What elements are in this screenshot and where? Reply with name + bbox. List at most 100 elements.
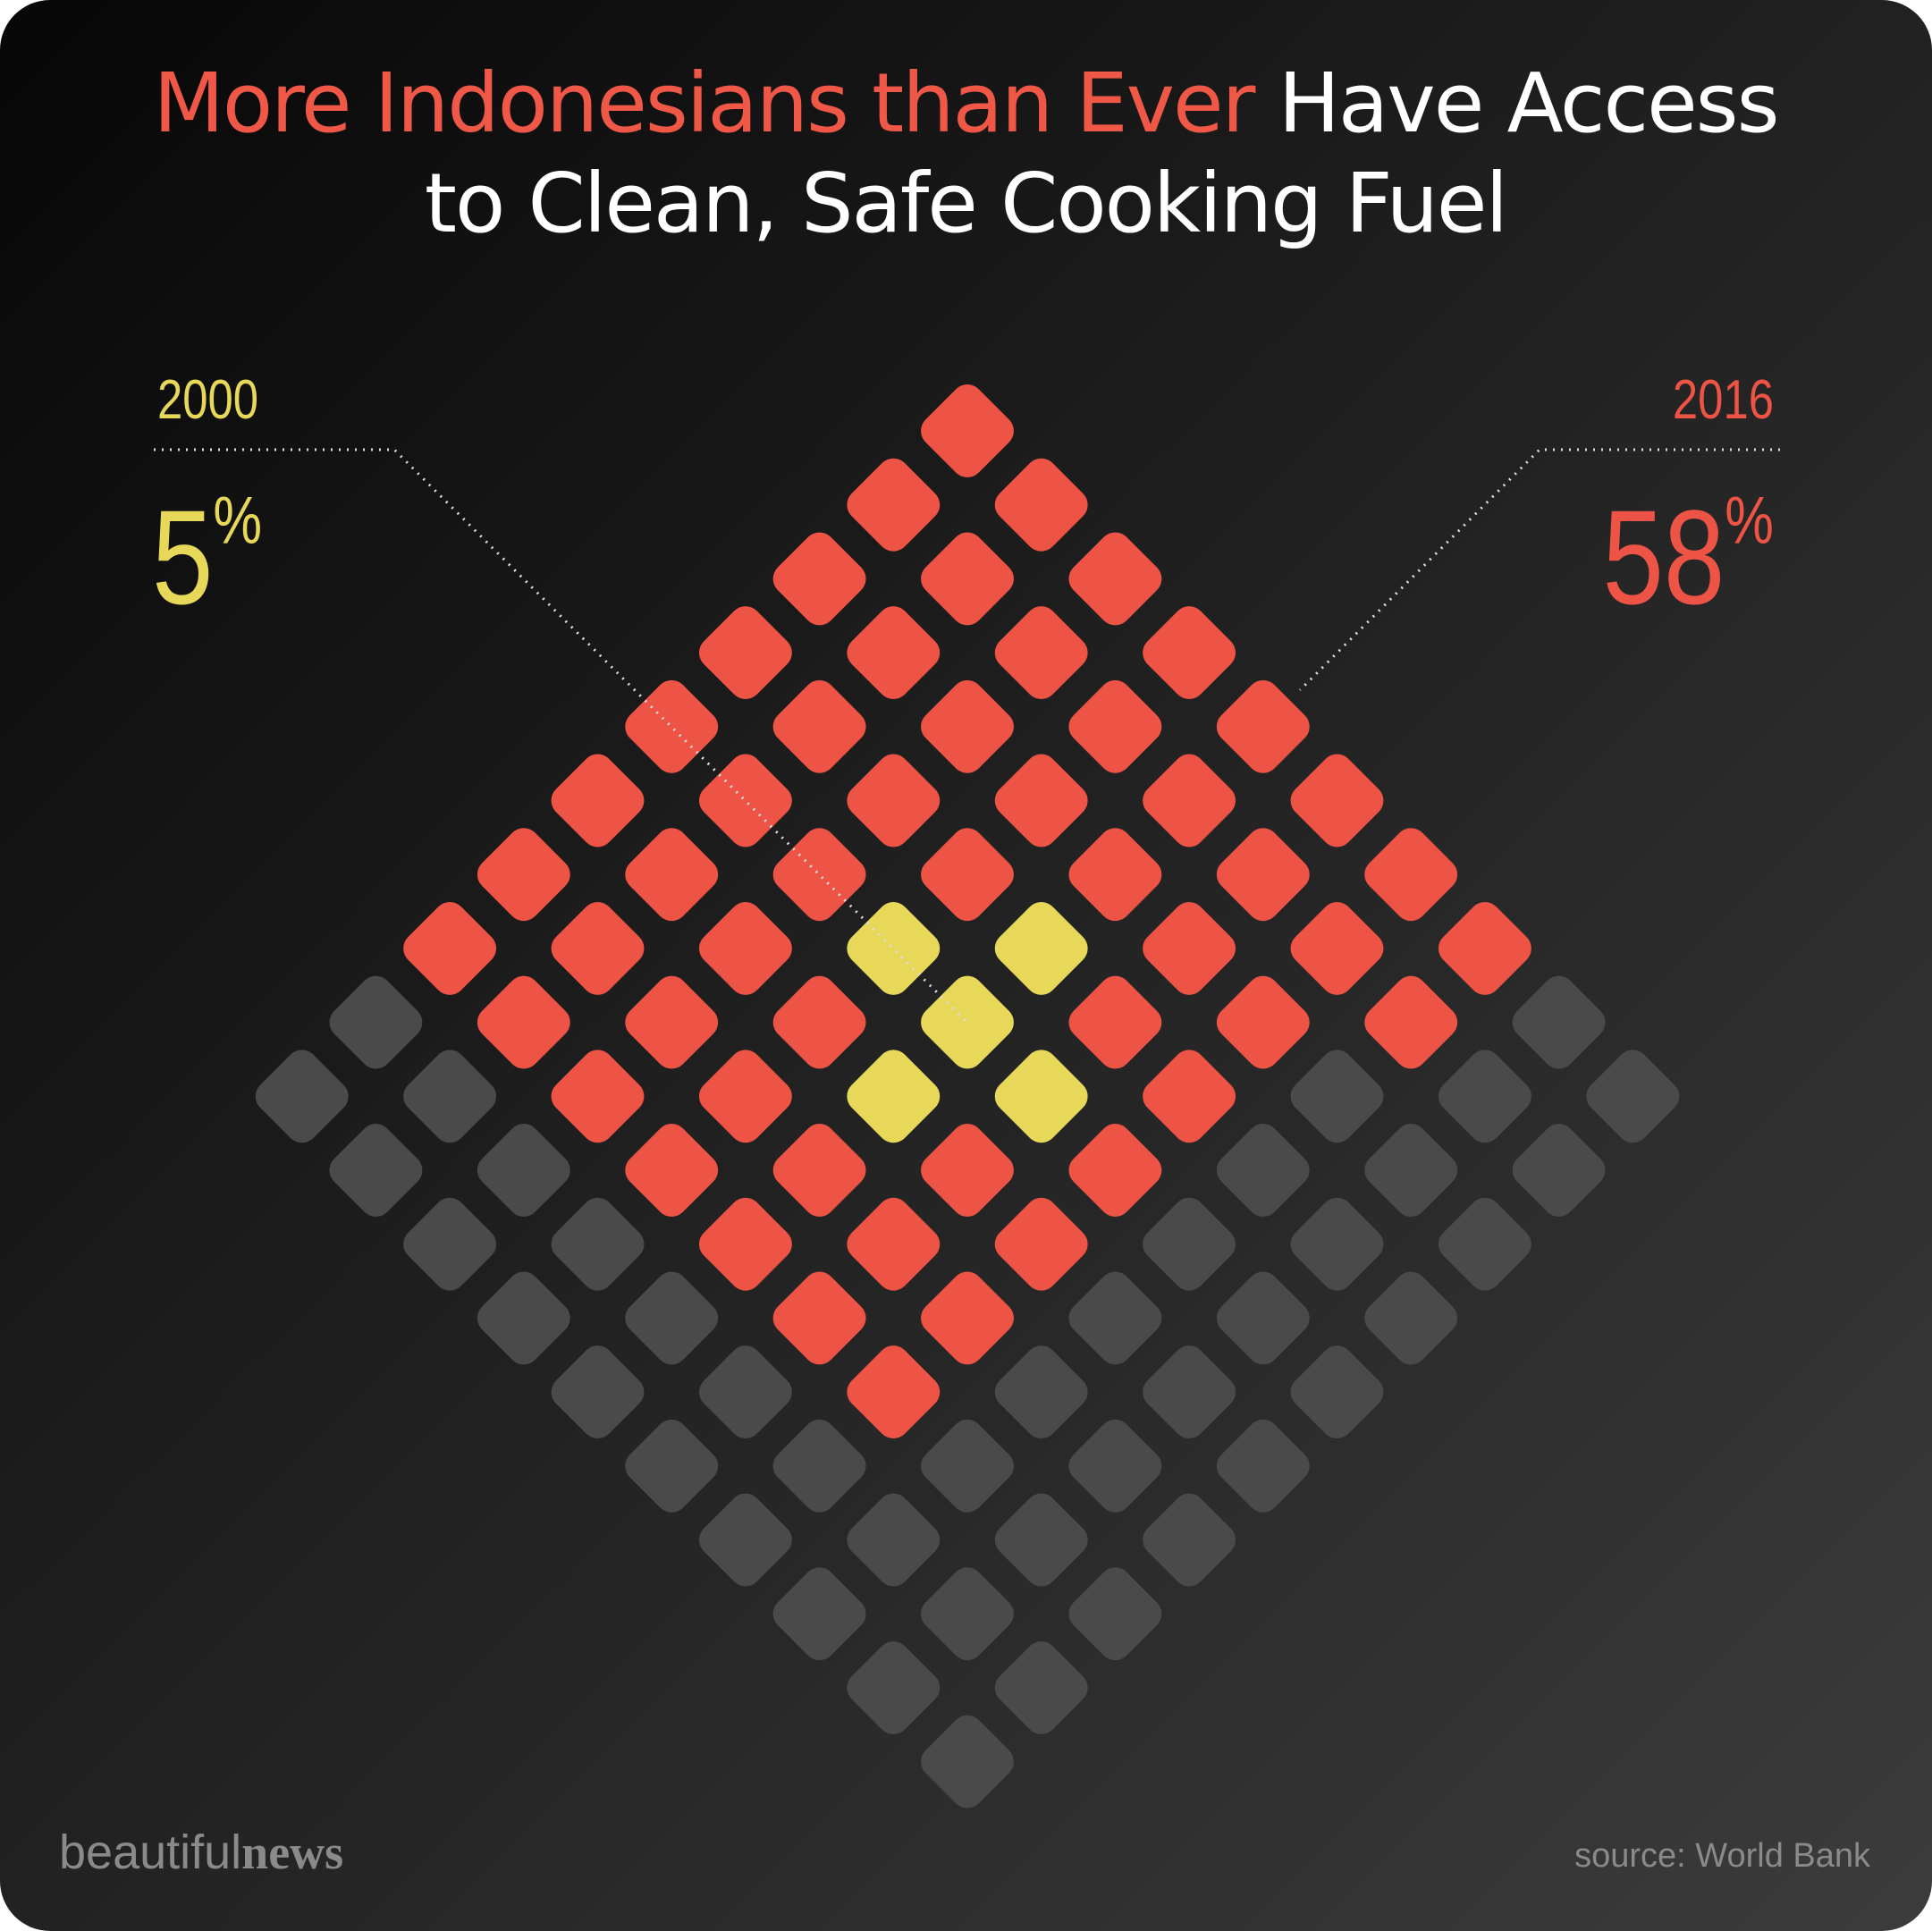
empty-tile	[329, 975, 423, 1069]
empty-tile	[994, 1640, 1088, 1734]
tile	[1143, 754, 1236, 847]
empty-tile	[477, 1124, 570, 1217]
tile	[994, 754, 1088, 847]
empty-tile	[772, 1419, 866, 1513]
empty-tile	[921, 1715, 1014, 1809]
tile	[847, 901, 941, 995]
empty-tile	[847, 1493, 941, 1587]
tile	[1143, 606, 1236, 700]
tile	[625, 828, 719, 922]
empty-tile	[1438, 1050, 1531, 1143]
tile	[1364, 975, 1458, 1069]
tile	[551, 1050, 645, 1143]
tile	[698, 1197, 792, 1291]
tile	[994, 901, 1088, 995]
empty-tile	[1364, 1271, 1458, 1365]
empty-tile	[625, 1271, 719, 1365]
empty-tile	[1290, 1197, 1384, 1291]
tile	[1068, 532, 1162, 626]
tile	[625, 679, 719, 773]
tile	[1216, 828, 1310, 922]
tile	[847, 1197, 941, 1291]
logo-light: beautiful	[59, 1826, 241, 1879]
waffle	[255, 384, 1680, 1809]
source: source: World Bank	[1574, 1837, 1871, 1875]
tile	[847, 1050, 941, 1143]
tile	[625, 1124, 719, 1217]
tile	[698, 606, 792, 700]
logo-bold: news	[241, 1826, 343, 1879]
logo: beautifulnews	[59, 1826, 343, 1879]
tile	[994, 1050, 1088, 1143]
tile	[847, 754, 941, 847]
tile	[994, 458, 1088, 552]
tile	[698, 1050, 792, 1143]
tile	[772, 975, 866, 1069]
tile	[1364, 828, 1458, 922]
leader-line	[1298, 448, 1780, 692]
tile	[1068, 975, 1162, 1069]
tile	[772, 532, 866, 626]
tile	[847, 606, 941, 700]
leader-line	[154, 448, 969, 1025]
title-highlight: More Indonesians than Ever	[153, 55, 1255, 151]
empty-tile	[1143, 1493, 1236, 1587]
empty-tile	[403, 1197, 497, 1291]
empty-tile	[1364, 1124, 1458, 1217]
empty-tile	[1143, 1197, 1236, 1291]
empty-tile	[698, 1493, 792, 1587]
tile	[1216, 975, 1310, 1069]
tile	[847, 458, 941, 552]
tile	[1068, 1124, 1162, 1217]
empty-tile	[403, 1050, 497, 1143]
value-label: 58%	[1603, 483, 1774, 633]
tile	[403, 901, 497, 995]
empty-tile	[1143, 1345, 1236, 1439]
empty-tile	[329, 1124, 423, 1217]
empty-tile	[772, 1567, 866, 1661]
tile	[551, 901, 645, 995]
title-rest: Have Access to Clean, Safe Cooking Fuel	[424, 55, 1780, 251]
empty-tile	[847, 1640, 941, 1734]
tile	[994, 1197, 1088, 1291]
tile	[698, 754, 792, 847]
tile	[921, 384, 1014, 477]
tile	[921, 1124, 1014, 1217]
empty-tile	[1068, 1271, 1162, 1365]
empty-tile	[1068, 1419, 1162, 1513]
tile	[921, 975, 1014, 1069]
empty-tile	[1290, 1050, 1384, 1143]
empty-tile	[1068, 1567, 1162, 1661]
tile	[1290, 901, 1384, 995]
tile	[1068, 828, 1162, 922]
empty-tile	[921, 1567, 1014, 1661]
year-label: 2016	[1673, 369, 1774, 431]
tile	[921, 1271, 1014, 1365]
empty-tile	[1512, 1124, 1606, 1217]
year-label: 2000	[157, 369, 258, 431]
empty-tile	[994, 1345, 1088, 1439]
empty-tile	[1438, 1197, 1531, 1291]
tile	[1143, 901, 1236, 995]
tile	[921, 679, 1014, 773]
tile	[551, 754, 645, 847]
tile	[847, 1345, 941, 1439]
tile	[772, 828, 866, 922]
tile	[994, 606, 1088, 700]
empty-tile	[477, 1271, 570, 1365]
empty-tile	[551, 1197, 645, 1291]
tile	[772, 1124, 866, 1217]
empty-tile	[255, 1050, 349, 1143]
empty-tile	[1290, 1345, 1384, 1439]
tile	[772, 679, 866, 773]
empty-tile	[1216, 1271, 1310, 1365]
empty-tile	[1216, 1419, 1310, 1513]
empty-tile	[1586, 1050, 1680, 1143]
tile	[1290, 754, 1384, 847]
tile	[921, 532, 1014, 626]
empty-tile	[625, 1419, 719, 1513]
empty-tile	[994, 1493, 1088, 1587]
empty-tile	[551, 1345, 645, 1439]
